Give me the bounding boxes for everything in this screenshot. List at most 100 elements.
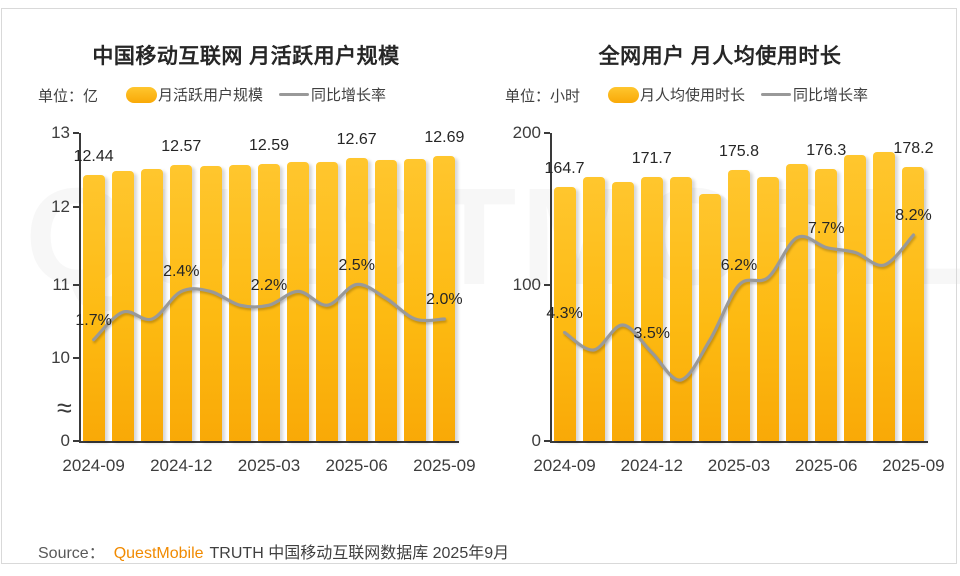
bar-value-label: 178.2 (893, 139, 934, 157)
x-tick-label: 2025-03 (707, 456, 771, 475)
bar-value-label: 175.8 (718, 143, 760, 161)
x-tick-label: 2025-09 (413, 456, 476, 475)
bar-value-label: 171.7 (631, 149, 672, 167)
bar (111, 170, 134, 441)
y-tick-mark (73, 440, 79, 442)
bar (873, 152, 896, 441)
line-legend-swatch (761, 92, 792, 97)
y-tick-label: 12 (51, 197, 70, 216)
growth-rate-label: 1.7% (75, 311, 112, 329)
bar-legend-swatch (126, 86, 157, 103)
y-tick-label: 11 (52, 275, 70, 294)
bar (374, 160, 397, 441)
chart-title: 中国移动互联网 月活跃用户规模 (92, 45, 400, 68)
x-tick-label: 2025-09 (882, 456, 945, 475)
legend-item-bar: 月活跃用户规模 (126, 84, 263, 105)
y-axis (79, 133, 81, 443)
y-tick-label: 0 (60, 431, 70, 450)
x-axis (550, 441, 928, 443)
growth-rate-label: 7.7% (807, 219, 845, 237)
y-tick-mark (544, 440, 550, 442)
bar (815, 169, 838, 441)
y-tick-label: 10 (51, 348, 70, 367)
line-legend-swatch (279, 92, 310, 97)
legend-item-line: 同比增长率 (279, 84, 386, 105)
x-tick-label: 2024-12 (150, 456, 213, 475)
source-rest: TRUTH 中国移动互联网数据库 2025年9月 (209, 545, 510, 562)
legend-items: 月活跃用户规模 同比增长率 (126, 84, 386, 105)
x-tick-label: 2024-09 (533, 456, 596, 475)
bar (141, 169, 164, 441)
bar (433, 156, 456, 441)
source-line: Source： QuestMobile TRUTH 中国移动互联网数据库 2025年… (38, 539, 509, 563)
plot-area: 200 100 0 2024-09 2024-12 2025-03 2025-06 2025-… (513, 123, 945, 475)
y-tick-mark (73, 206, 79, 208)
y-axis-break: ≈ (56, 393, 73, 423)
y-tick-mark (544, 284, 550, 286)
bar (199, 166, 222, 441)
unit-label: 单位：小时 (505, 88, 581, 105)
bar-legend-label: 月活跃用户规模 (158, 87, 264, 104)
bar (170, 165, 193, 441)
x-axis (79, 441, 459, 443)
bar (345, 157, 368, 441)
unit-label: 单位：亿 (38, 88, 99, 105)
bar-value-label: 12.57 (161, 138, 202, 156)
x-tick-label: 2025-06 (795, 456, 858, 475)
bar-value-label: 12.67 (336, 130, 377, 148)
bar (611, 181, 634, 441)
growth-rate-label: 2.5% (338, 256, 375, 274)
source-brand: QuestMobile (113, 545, 204, 562)
line-legend-label: 同比增长率 (793, 87, 869, 104)
bar (82, 175, 105, 441)
growth-rate-label: 2.4% (163, 263, 200, 281)
bar (287, 162, 310, 441)
legend-row: 单位：小时 月人均使用时长 同比增长率 (0, 84, 960, 106)
y-tick-mark (73, 132, 79, 134)
growth-line (562, 233, 916, 382)
y-tick-mark (73, 357, 79, 359)
plot-area: 13 12 11 10 0 ≈2024-09 2024-12 2025-03 2025-06 20… (51, 123, 475, 475)
y-axis (550, 133, 552, 443)
growth-rate-label: 8.2% (895, 207, 932, 224)
growth-rate-label: 4.3% (546, 304, 583, 322)
y-tick-label: 200 (512, 123, 541, 142)
bar (582, 176, 605, 441)
x-tick-label: 2024-09 (62, 456, 125, 475)
bar-legend-label: 月人均使用时长 (640, 87, 746, 104)
legend-item-line: 同比增长率 (761, 84, 868, 105)
bar-value-label: 12.44 (73, 148, 114, 165)
bar (258, 163, 280, 441)
x-tick-label: 2024-12 (620, 456, 683, 475)
growth-rate-label: 2.0% (426, 291, 463, 308)
bar (316, 161, 339, 441)
y-tick-label: 100 (512, 275, 541, 294)
legend-items: 月人均使用时长 同比增长率 (608, 84, 868, 105)
growth-line (92, 282, 446, 342)
y-tick-mark (544, 132, 550, 134)
bar (228, 164, 251, 441)
bar (786, 163, 809, 441)
bar (757, 176, 780, 441)
chart-title: 全网用户 月人均使用时长 (598, 45, 842, 68)
bar-value-label: 12.69 (424, 129, 465, 147)
bar-legend-swatch (608, 86, 639, 103)
y-tick-mark (73, 284, 79, 286)
bar-value-label: 164.7 (544, 160, 585, 178)
bar (404, 158, 427, 441)
bar (902, 166, 925, 441)
x-tick-label: 2025-03 (237, 456, 301, 475)
legend-row: 单位：亿 月活跃用户规模 同比增长率 (0, 84, 960, 106)
growth-rate-label: 6.2% (720, 257, 758, 274)
bar (640, 176, 663, 441)
source-label: Source： (38, 545, 105, 562)
bar (728, 170, 750, 441)
bar (844, 155, 867, 441)
bar-value-label: 12.59 (248, 136, 290, 154)
y-tick-label: 13 (51, 123, 70, 142)
bar-value-label: 176.3 (806, 142, 847, 160)
legend-item-bar: 月人均使用时长 (608, 84, 745, 105)
